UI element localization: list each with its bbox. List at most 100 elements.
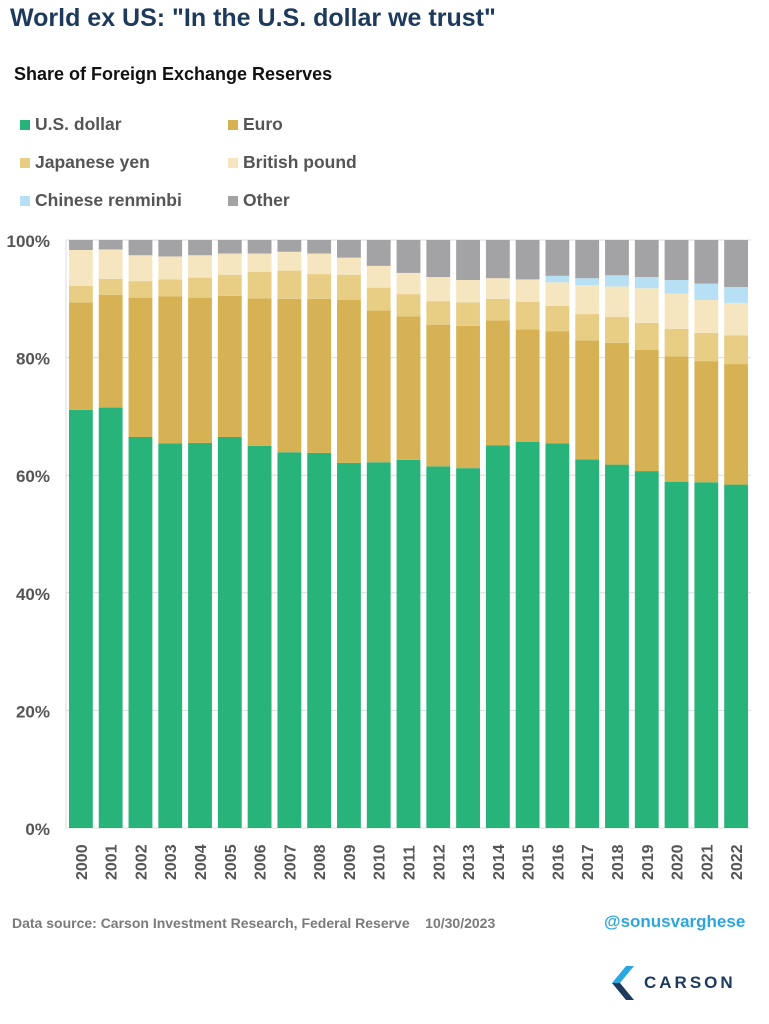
bar-segment-other [307,240,332,254]
bar-segment-other [545,240,570,276]
x-tick-label: 2002 [133,844,150,880]
bar-segment-other [247,240,272,254]
bar-segment-chinese-renminbi [694,283,719,300]
legend-swatch [228,195,238,206]
bar-segment-euro [396,316,421,460]
bar-segment-u-s-dollar [426,466,451,828]
bar-segment-u-s-dollar [605,464,629,828]
bar-segment-euro [485,320,510,446]
bar-segment-other [485,240,510,279]
x-tick-label: 2012 [431,844,448,880]
bar-segment-chinese-renminbi [545,275,570,283]
chart-title: World ex US: "In the U.S. dollar we trus… [10,4,496,32]
legend-swatch [228,157,238,168]
y-tick-label: 20% [16,702,50,721]
logo-text: CARSON [644,973,736,992]
bar-segment-japanese-yen [694,332,719,362]
bar-segment-british-pound [158,256,183,280]
x-tick-label: 2009 [342,844,359,880]
bar-segment-euro [188,297,212,443]
bar-segment-japanese-yen [68,285,93,303]
bar-segment-u-s-dollar [545,443,570,828]
bar-segment-other [277,240,302,252]
bar-segment-other [337,240,361,258]
bar-segment-japanese-yen [515,301,540,330]
bar-segment-japanese-yen [634,322,659,350]
bar-segment-british-pound [217,253,242,275]
bar-segment-u-s-dollar [128,436,153,828]
bar-segment-japanese-yen [217,274,242,296]
x-tick-label: 2003 [163,844,180,880]
legend-label: Euro [243,114,283,134]
bar-segment-euro [575,340,600,460]
bar-segment-euro [337,299,361,463]
bar-segment-u-s-dollar [456,468,480,828]
x-tick-label: 2010 [372,844,389,880]
bar-segment-other [68,240,93,250]
bar-segment-u-s-dollar [247,445,272,828]
legend-swatch [20,119,30,130]
carson-logo-icon [612,966,634,1000]
y-tick-label: 0% [25,820,50,839]
carson-logo: CARSON [612,966,736,1000]
x-tick-label: 2013 [461,844,478,880]
bar-segment-euro [68,302,93,410]
bar-segment-british-pound [337,257,361,275]
bar-segment-euro [694,361,719,483]
bar-segment-chinese-renminbi [664,279,689,294]
bar-segment-japanese-yen [128,281,153,298]
bar-segment-japanese-yen [247,271,272,299]
bar-segment-other [188,240,212,256]
bar-segment-british-pound [545,282,570,306]
x-tick-label: 2001 [104,844,121,880]
bar-segment-chinese-renminbi [634,277,659,289]
bar-segment-british-pound [724,302,749,336]
x-tick-label: 2007 [282,844,299,880]
bar-segment-u-s-dollar [485,445,510,828]
legend-label: U.S. dollar [35,114,122,134]
bar-segment-u-s-dollar [694,482,719,828]
bar-segment-euro [634,349,659,472]
bar-segment-u-s-dollar [664,481,689,828]
bar-segment-other [158,240,183,257]
bar-segment-euro [426,324,451,467]
x-tick-label: 2011 [402,845,419,880]
x-tick-label: 2021 [699,844,716,880]
bar-segment-other [694,240,719,284]
bar-segment-british-pound [634,288,659,323]
bar-segment-japanese-yen [724,335,749,365]
bar-segment-japanese-yen [664,328,689,357]
bar-segment-u-s-dollar [515,441,540,828]
x-tick-label: 2000 [74,844,91,880]
legend-label: British pound [243,152,357,172]
chart-subtitle: Share of Foreign Exchange Reserves [14,64,333,84]
bar-segment-japanese-yen [188,277,212,298]
bar-segment-british-pound [128,255,153,282]
bar-segment-british-pound [426,277,451,302]
stacked-bar-chart: 0% 20% 40% 60% 80% 100% 2000 2001 2002 2003 2004 20… [7,232,751,880]
bar-segment-u-s-dollar [396,459,421,828]
bar-segment-euro [515,329,540,442]
bar-segment-euro [277,298,302,453]
bar-segment-japanese-yen [158,279,183,297]
y-tick-label: 40% [16,585,50,604]
bar-segment-other [396,240,421,273]
bar-segment-japanese-yen [456,302,480,326]
bar-segment-japanese-yen [366,287,391,311]
bar-segment-other [426,240,451,278]
bar-segment-british-pound [664,293,689,329]
bar-segment-u-s-dollar [724,484,749,828]
bar-segment-japanese-yen [575,314,600,341]
bar-segment-euro [545,331,570,444]
bar-segment-u-s-dollar [366,462,391,828]
bar-segment-euro [664,356,689,482]
x-tick-label: 2020 [670,844,687,880]
bar-segment-british-pound [605,286,629,318]
bar-segment-chinese-renminbi [605,275,629,287]
bar-segment-other [634,240,659,278]
bar-segment-u-s-dollar [98,407,123,828]
bar-segment-japanese-yen [485,298,510,321]
bar-segment-other [664,240,689,280]
bar-segment-japanese-yen [396,294,421,317]
bar-segment-japanese-yen [426,301,451,325]
